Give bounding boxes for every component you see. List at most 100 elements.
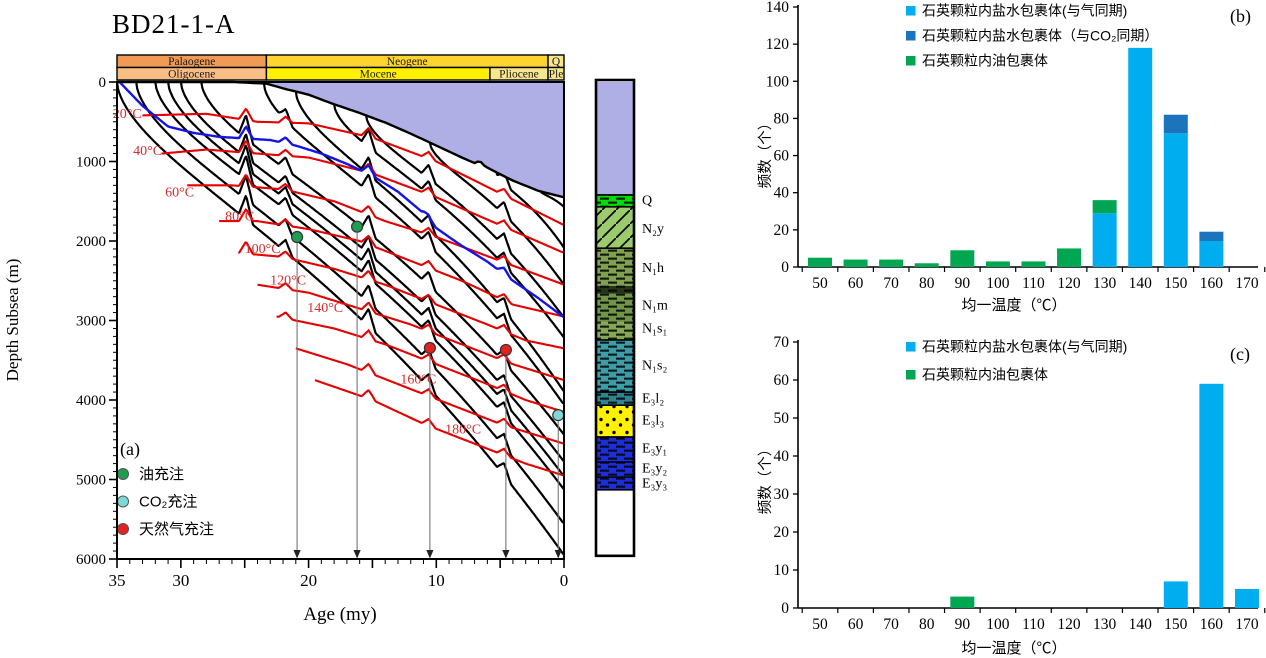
isotherm-curve [257, 282, 564, 382]
legend-marker [906, 31, 916, 41]
panel-c-ylabel: 频数（个） [757, 442, 774, 515]
horizon-curve [167, 82, 564, 477]
legend-a-marker [117, 495, 129, 508]
y-tick-label: 60 [774, 372, 790, 389]
charge-event-dot-gas [423, 341, 436, 355]
x-tick-label: 120 [1057, 275, 1081, 292]
y-tick-label: 3000 [76, 314, 106, 330]
x-tick-label: 160 [1200, 275, 1224, 292]
x-tick-label: 110 [1022, 616, 1045, 633]
y-tick-label: 60 [774, 148, 790, 165]
panel-b-generated: 0 20 40 60 80 100 120 140 50 60 70 80 90 100 110 120 130… [766, 0, 1266, 292]
panel-b-ylabel: 频数（个） [757, 116, 774, 189]
strat-band-pattern [596, 248, 634, 286]
isotherm-curve [142, 107, 564, 226]
x-tick-label: 70 [883, 616, 899, 633]
strat-label: N₂y [642, 222, 664, 237]
y-tick-label: 120 [766, 36, 790, 53]
strat-band-pattern [596, 194, 634, 207]
legend-a-label: 天然气充注 [139, 521, 214, 538]
isotherm-label: 20°C [113, 107, 142, 122]
x-tick-label: 0 [560, 571, 569, 590]
burial-curves [117, 82, 564, 555]
charge-arrow-head [502, 550, 510, 559]
strat-label: E₃y₁ [642, 442, 667, 457]
bar-segment [808, 257, 832, 267]
bar-segment [1092, 213, 1117, 267]
strat-band [596, 489, 634, 556]
horizon-curve [179, 82, 564, 463]
isotherm-label: 100°C [245, 242, 281, 257]
legend-label: 石英颗粒内油包裹体 [922, 367, 1048, 383]
legend-a-label: 油充注 [139, 466, 184, 483]
charge-event-dot-co2 [552, 409, 565, 422]
y-tick-label: 80 [774, 110, 790, 127]
x-tick-label: 140 [1129, 616, 1153, 633]
isotherm-label: 60°C [165, 185, 194, 200]
charge-arrow-head [426, 550, 434, 559]
chrono-cell-label: Mocene [360, 69, 397, 81]
strat-band-pattern [596, 477, 634, 490]
y-tick-label: 2000 [76, 234, 106, 250]
bar-segment [1199, 383, 1224, 608]
y-tick-label: 70 [774, 334, 790, 351]
x-tick-label: 90 [955, 275, 971, 292]
charge-event-dot-oil [351, 220, 364, 233]
panel-b-label: (b) [1230, 6, 1251, 27]
x-tick-label: 150 [1164, 616, 1188, 633]
y-tick-label: 4000 [76, 393, 106, 409]
highlighted-horizon-curve [118, 82, 564, 319]
strat-label: N₁m [642, 299, 668, 314]
isotherm-label: 120°C [270, 274, 306, 289]
strat-band-pattern [596, 293, 634, 323]
bar-segment [1021, 261, 1046, 267]
panel-c-label: (c) [1230, 344, 1250, 365]
legend-marker [906, 56, 916, 66]
chrono-cell [547, 66, 565, 81]
horizon-curve [364, 115, 564, 318]
x-tick-label: 35 [109, 571, 126, 590]
y-tick-label: 40 [774, 448, 790, 465]
horizon-curve [154, 82, 564, 491]
y-tick-label: 140 [766, 0, 790, 16]
chrono-cell-label: Palaogene [168, 56, 215, 68]
x-tick-label: 50 [812, 616, 828, 633]
isotherm-curve [187, 174, 564, 286]
legend-marker [906, 6, 916, 16]
y-tick-label: 20 [774, 222, 790, 239]
chrono-cell-label: Oligocene [168, 69, 215, 81]
legend-a-label: CO₂充注 [139, 494, 197, 511]
bar-segment [1163, 133, 1188, 267]
horizon-curve [135, 82, 564, 524]
isotherm-curve [219, 207, 564, 318]
panel-a-label: (a) [120, 439, 140, 460]
legend-label: 石英颗粒内盐水包裹体(与气同期) [922, 339, 1127, 355]
legend-marker [906, 342, 916, 352]
x-tick-label: 130 [1093, 275, 1117, 292]
horizon-curve [495, 171, 564, 249]
strat-label: Q [642, 194, 652, 209]
x-tick-label: 60 [848, 616, 864, 633]
bar-segment [1092, 200, 1117, 214]
x-tick-label: 160 [1200, 616, 1224, 633]
strat-band-pattern [596, 339, 634, 393]
x-tick-label: 20 [300, 571, 317, 590]
legend-marker [906, 370, 916, 380]
x-tick-label: 30 [172, 571, 189, 590]
strat-band [596, 82, 634, 195]
panel-c-xlabel: 均一温度（℃） [961, 640, 1066, 657]
x-tick-label: 100 [986, 275, 1010, 292]
strat-label: E₃y₂ [642, 462, 667, 477]
panel-b-xlabel: 均一温度（℃） [961, 297, 1066, 314]
bar-segment [1128, 47, 1153, 267]
bar-segment [879, 259, 904, 267]
x-tick-label: 170 [1235, 616, 1259, 633]
chrono-cell-label: Neogene [387, 56, 428, 68]
panel-a-xlabel: Age (my) [303, 604, 376, 625]
x-tick-label: 10 [428, 571, 445, 590]
strat-label: N₁s₂ [642, 359, 667, 374]
panel-a-ylabel: Depth Subsea (m) [3, 259, 22, 382]
strat-column-frame [594, 78, 636, 558]
chrono-cell-label: Pliocene [499, 69, 539, 81]
